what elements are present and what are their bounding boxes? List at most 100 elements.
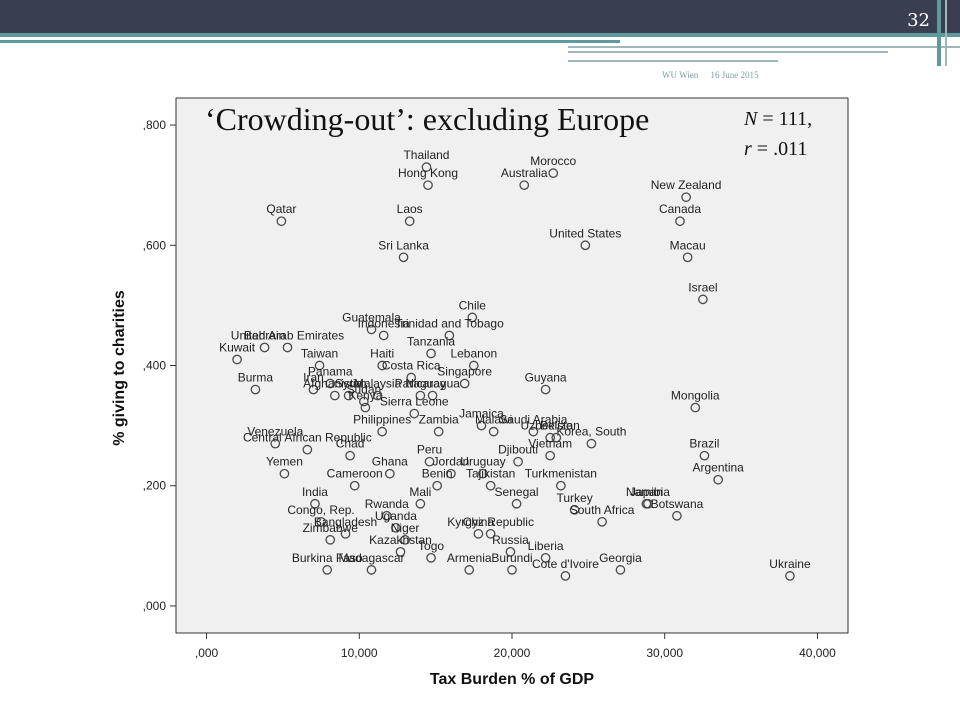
data-point — [314, 360, 325, 371]
data-point-label: Jamaica — [459, 407, 504, 421]
r-value: = .011 — [756, 138, 808, 160]
data-point-label: Togo — [418, 539, 444, 553]
y-tick-label: ,000 — [143, 599, 167, 613]
data-point-label: Costa Rica — [382, 359, 441, 373]
data-point — [464, 565, 475, 575]
data-point — [513, 456, 523, 467]
data-point-label: South Africa — [570, 503, 635, 517]
data-point — [785, 571, 795, 581]
data-point-label: Uzbekistan — [520, 419, 579, 433]
data-point — [250, 384, 261, 395]
data-point-label: Panama — [308, 365, 353, 379]
x-axis-label: Tax Burden % of GDP — [430, 671, 594, 688]
data-point — [459, 378, 470, 389]
data-point-label: Paraguay — [395, 377, 446, 391]
data-point-label: Vietnam — [528, 437, 572, 451]
data-point-label: Georgia — [599, 551, 642, 565]
data-point — [395, 546, 406, 557]
data-point — [282, 342, 293, 353]
data-point — [343, 390, 354, 401]
data-point — [545, 432, 556, 443]
data-point — [528, 426, 539, 437]
data-point — [345, 450, 355, 461]
data-point-label: Guatemala — [342, 310, 401, 324]
data-point-label: Bahrain — [244, 328, 285, 342]
data-point — [325, 534, 336, 545]
data-point — [232, 354, 242, 365]
data-point-label: Bangladesh — [314, 515, 377, 529]
data-point — [548, 168, 559, 178]
data-point — [545, 450, 556, 461]
data-point-label: Tajikistan — [466, 467, 515, 481]
data-point-label: Uruguay — [460, 455, 505, 469]
data-point — [421, 162, 432, 172]
data-point — [372, 390, 383, 401]
data-point-label: Mongolia — [671, 389, 720, 403]
data-point — [505, 546, 516, 557]
data-point-label: Djibouti — [498, 443, 538, 457]
data-point — [340, 528, 351, 539]
data-point — [540, 384, 551, 395]
data-point-label: Jordan — [433, 455, 470, 469]
r-stat: r = .011 — [744, 134, 812, 164]
data-point-label: Canada — [659, 202, 701, 216]
data-point-label: Haiti — [370, 347, 394, 361]
x-tick-label: 10,000 — [341, 646, 378, 660]
data-point — [699, 450, 710, 461]
data-point — [378, 330, 389, 341]
slide-title: ‘Crowding-out’: excluding Europe — [205, 101, 650, 137]
data-point-label: Japan — [630, 485, 663, 499]
data-point — [366, 324, 377, 335]
data-point-label: Madagascar — [338, 551, 404, 565]
data-point-label: Kyrgyz Republic — [447, 515, 534, 529]
data-point-label: Uganda — [375, 509, 417, 523]
data-point — [519, 180, 530, 191]
data-point — [322, 565, 333, 575]
data-point-label: Sudan — [347, 383, 382, 397]
data-point-label: Chad — [336, 437, 365, 451]
data-point-label: Botswana — [651, 497, 704, 511]
data-point-label: Rwanda — [365, 497, 409, 511]
data-point-label: Turkmenistan — [525, 467, 597, 481]
x-tick-label: 20,000 — [494, 646, 531, 660]
data-point — [682, 252, 693, 263]
data-point-label: Afghanistan — [303, 377, 366, 391]
data-point — [423, 180, 433, 191]
data-point — [473, 528, 484, 539]
data-point — [672, 510, 682, 521]
data-point-label: Kenya — [348, 389, 382, 403]
n-stat: N = 111, — [744, 104, 812, 134]
data-point-label: Hong Kong — [398, 166, 458, 180]
data-point-label: Taiwan — [301, 347, 338, 361]
accent-line-4 — [568, 51, 888, 53]
data-point — [404, 216, 415, 227]
data-point-label: Korea, South — [556, 425, 626, 439]
data-point — [468, 360, 479, 371]
y-tick-label: ,600 — [143, 238, 167, 252]
n-value: = 111, — [762, 108, 813, 130]
data-point — [580, 240, 591, 251]
data-point-label: United Arab Emirates — [231, 328, 344, 342]
data-point — [586, 438, 597, 449]
data-point-label: Guyana — [525, 371, 567, 385]
data-point — [398, 252, 409, 263]
data-point-label: Cote d'Ivoire — [532, 557, 599, 571]
data-point — [366, 565, 377, 575]
data-point — [276, 216, 287, 227]
data-point — [377, 360, 388, 371]
data-point-label: Kuwait — [219, 340, 256, 354]
footer-date: 16 June 2015 — [710, 70, 759, 80]
data-point — [359, 396, 369, 407]
data-point — [615, 565, 626, 575]
data-point-label: Sri Lanka — [378, 238, 429, 252]
data-point — [409, 408, 420, 419]
data-point-label: Macau — [670, 238, 706, 252]
data-point-label: Niger — [391, 521, 420, 535]
data-point-label: Ukraine — [769, 557, 811, 571]
data-point-label: Indonesia — [358, 316, 410, 330]
slide-number: 32 — [907, 10, 930, 31]
data-point-label: Morocco — [530, 154, 576, 168]
footer: WU Wien 16 June 2015 — [662, 70, 768, 80]
accent-line-1 — [0, 33, 960, 37]
data-point — [511, 498, 522, 509]
